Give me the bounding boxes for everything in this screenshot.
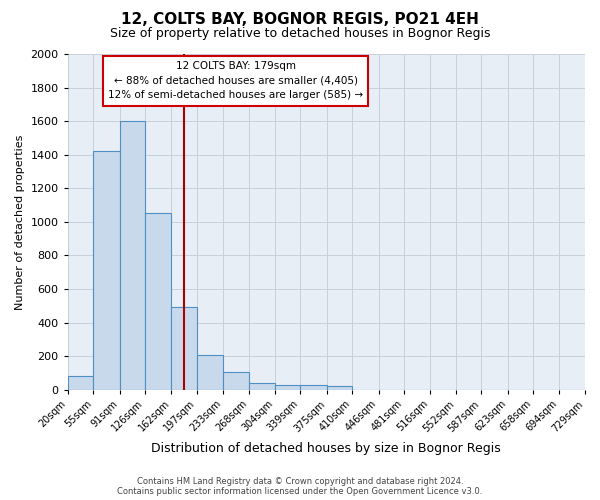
Bar [197, 355, 223, 390]
Bar [248, 383, 275, 390]
Bar [93, 152, 119, 390]
Bar [119, 121, 145, 390]
Text: Contains HM Land Registry data © Crown copyright and database right 2024.
Contai: Contains HM Land Registry data © Crown c… [118, 476, 482, 496]
Bar [275, 384, 301, 390]
Bar [301, 386, 327, 390]
Text: 12, COLTS BAY, BOGNOR REGIS, PO21 4EH: 12, COLTS BAY, BOGNOR REGIS, PO21 4EH [121, 12, 479, 28]
Bar [68, 376, 93, 390]
Bar [223, 372, 248, 390]
Y-axis label: Number of detached properties: Number of detached properties [15, 134, 25, 310]
Text: Size of property relative to detached houses in Bognor Regis: Size of property relative to detached ho… [110, 28, 490, 40]
Bar [327, 386, 352, 390]
Bar [172, 308, 197, 390]
Bar [145, 214, 172, 390]
Text: 12 COLTS BAY: 179sqm
← 88% of detached houses are smaller (4,405)
12% of semi-de: 12 COLTS BAY: 179sqm ← 88% of detached h… [108, 60, 363, 100]
X-axis label: Distribution of detached houses by size in Bognor Regis: Distribution of detached houses by size … [151, 442, 501, 455]
